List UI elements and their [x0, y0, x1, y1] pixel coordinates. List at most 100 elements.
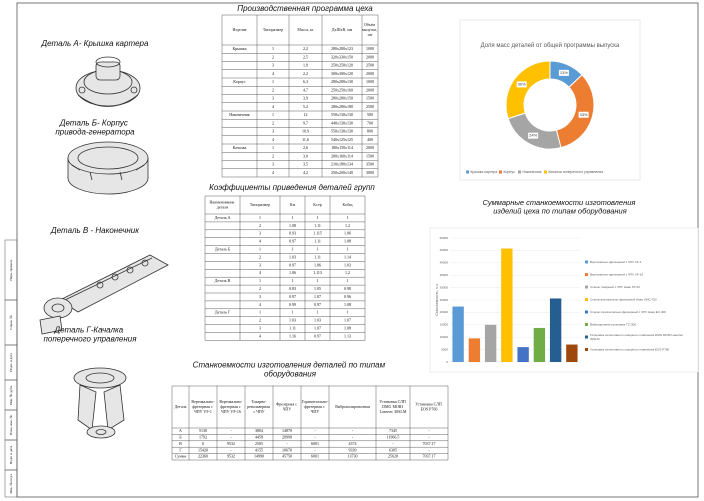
table-header: Установка СЛП DMG MORI Lasertec 30SLM — [379, 399, 407, 414]
table-cell: 9532 — [227, 441, 235, 446]
table-cell: 2000 — [366, 87, 374, 92]
table-cell: 1.115 — [313, 231, 322, 236]
table-header: Kм — [290, 202, 296, 207]
legend-swatch — [585, 323, 588, 326]
table-cell: 4458 — [255, 435, 263, 440]
table-cell: 2 — [272, 87, 274, 92]
table-cell: 1000 — [366, 79, 374, 84]
table-cell: 1.06 — [314, 262, 321, 267]
bar — [468, 338, 481, 362]
table-cell: 3804 — [255, 428, 263, 433]
table-cell: 0.97 — [289, 262, 296, 267]
table-cell: 1 — [272, 112, 274, 117]
data-label: 13% — [560, 70, 568, 75]
frame-label: Подп. и дата — [9, 445, 13, 464]
legend-swatch — [585, 273, 588, 276]
table-cell: 0.96 — [344, 294, 351, 299]
table-cell: А — [179, 428, 182, 433]
legend-entry: Установка селективного лазерного плавлен… — [590, 347, 670, 351]
table-cell: 0 — [202, 441, 204, 446]
table-header: Фрезерная с ЧПУ — [276, 402, 298, 412]
table-title: Станкоемкости изготовления деталей по ти… — [193, 361, 388, 379]
table-cell: 15420 — [198, 447, 208, 452]
data-label: 24% — [529, 133, 537, 138]
data-label-box — [516, 81, 527, 88]
table-cell: 3 — [259, 262, 261, 267]
table-cell: 0.97 — [314, 333, 321, 338]
data-label: 30% — [518, 81, 526, 86]
table-header: Наименование детали — [210, 200, 236, 210]
legend-swatch — [518, 170, 521, 174]
data-label-box — [578, 111, 589, 118]
table-header: Изделие — [232, 27, 246, 32]
table-cell: 1.16 — [289, 333, 296, 338]
table-cell: 1 — [292, 278, 294, 283]
table-cell: 4,2 — [303, 170, 308, 176]
table-cell: 5,2 — [303, 104, 308, 110]
table-cell: 2000 — [366, 71, 374, 76]
table-cell: 1.2 — [345, 270, 350, 275]
table-cell: 11966.5 — [387, 435, 400, 440]
table-cell: 0.97 — [289, 294, 296, 299]
table-cell: 4 — [272, 71, 274, 76]
legend-entry: Вибрационная установка ТС-300 — [590, 322, 636, 326]
legend-entry: Корпус — [504, 170, 516, 174]
table-cell: 0.97 — [289, 239, 296, 244]
table-cell: 1500 — [366, 96, 374, 101]
table-cell: 500 — [367, 112, 373, 117]
table-header: Вертикально-фрезерная с ЧПУ VF-1 — [191, 399, 215, 414]
table-cell: Сумма — [175, 454, 187, 459]
table-cell: 2,2 — [303, 71, 308, 77]
table-cell: 1500 — [366, 153, 374, 158]
table-cell: 2 — [259, 223, 261, 228]
table-cell: 2000 — [366, 145, 374, 150]
bar — [517, 347, 529, 362]
table-cell: 2,5 — [303, 54, 308, 60]
table-cell: - — [230, 447, 232, 452]
table-cell: 0.93 — [289, 231, 296, 236]
table-cell: 1 — [272, 145, 274, 150]
table-cell: 200х160х114 — [331, 153, 353, 158]
table-cell: 0.99 — [289, 302, 296, 307]
part-label: Деталь А- Крышка картера — [41, 39, 149, 48]
table-cell: 2500 — [366, 104, 374, 109]
legend-swatch — [499, 170, 502, 174]
table-cell: - — [314, 435, 316, 440]
table-cell: 1 — [272, 79, 274, 84]
table-cell: 1 — [347, 278, 349, 283]
bar — [501, 248, 513, 362]
table-cell: 1.07 — [344, 318, 351, 323]
table-cell: 280х280х123 — [331, 46, 353, 51]
table-cell: 14870 — [282, 428, 292, 433]
table-cell: 2,2 — [303, 46, 308, 52]
table-cell: 1 — [292, 310, 294, 315]
table-cell: - — [392, 441, 394, 446]
table-cell: 2505 — [255, 441, 263, 446]
table-cell: 4 — [259, 302, 261, 307]
bar — [452, 306, 464, 362]
table-cell: 280х280х180 — [331, 104, 353, 109]
frame-label: Подп. и дата — [9, 353, 13, 372]
chart-title: Суммарные станкоемкости изготовления изд… — [483, 198, 638, 216]
y-tick-label: 25000 — [440, 298, 449, 302]
legend-swatch — [466, 170, 469, 174]
table-cell: 12 — [304, 112, 308, 117]
table-cell: 1 — [347, 215, 349, 220]
table-cell: - — [428, 428, 430, 433]
table-cell: Деталь Г — [215, 310, 231, 315]
part-label: Деталь Б- Корпус привода-генератора — [55, 119, 135, 137]
table-cell: 9,7 — [303, 120, 308, 126]
table-cell: 800 — [367, 129, 373, 134]
table-cell: Корпус — [233, 79, 246, 84]
table-cell: - — [352, 435, 354, 440]
table-cell: 1 — [347, 246, 349, 251]
table-cell: 250х250х160 — [331, 87, 353, 92]
legend-entry: Качалка поперечного управления — [549, 170, 604, 174]
y-tick-label: 35000 — [440, 273, 449, 277]
table-cell: 1.08 — [289, 223, 296, 228]
y-tick-label: 40000 — [440, 261, 449, 265]
data-label-box — [558, 69, 569, 76]
legend-swatch — [585, 335, 588, 339]
table-cell: 6001 — [311, 454, 319, 459]
